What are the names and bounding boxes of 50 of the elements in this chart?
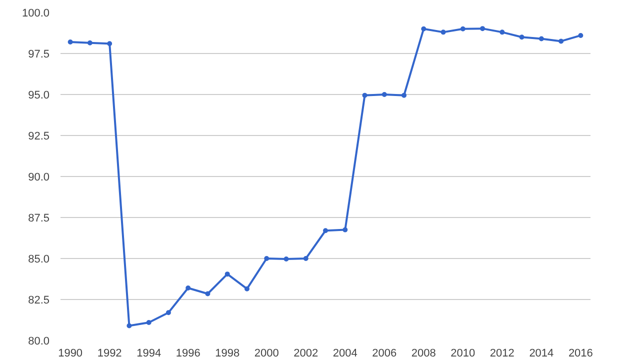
point	[519, 34, 524, 40]
point	[68, 40, 73, 45]
x-tick-label: 1994	[136, 348, 162, 360]
point	[205, 291, 210, 296]
y-tick-label: 90.0	[28, 172, 50, 184]
point	[107, 41, 112, 46]
y-tick-label: 95.0	[28, 90, 50, 102]
point	[284, 256, 289, 262]
point	[402, 92, 407, 98]
y-tick-label: 97.5	[28, 48, 50, 60]
x-tick-label: 2004	[332, 348, 358, 360]
y-tick-label: 85.0	[28, 254, 50, 266]
point	[382, 92, 387, 97]
y-tick-label: 100.0	[22, 8, 50, 20]
x-tick-label: 1998	[215, 348, 240, 360]
x-tick-label: 2014	[529, 348, 554, 360]
x-tick-label: 2002	[294, 348, 318, 360]
point	[323, 228, 328, 234]
x-tick-label: 2006	[372, 348, 397, 360]
x-tick-label: 1996	[176, 348, 200, 360]
point	[126, 323, 132, 328]
point	[362, 92, 368, 98]
x-tick-label: 2008	[411, 348, 436, 360]
y-tick-label: 92.5	[28, 130, 50, 142]
y-tick-label: 80.0	[28, 336, 50, 348]
point	[264, 256, 270, 261]
point	[460, 26, 466, 32]
point	[558, 38, 564, 44]
point	[500, 30, 505, 35]
point	[480, 26, 486, 32]
point	[421, 26, 426, 32]
x-tick-label: 1992	[97, 348, 122, 360]
x-tick-label: 2000	[254, 348, 279, 360]
x-tick-label: 2016	[568, 348, 593, 360]
x-tick-label: 2010	[450, 348, 476, 360]
point	[342, 227, 348, 232]
point	[166, 310, 171, 316]
point	[186, 286, 191, 291]
point	[87, 40, 92, 46]
y-tick-label: 82.5	[28, 294, 50, 306]
point	[578, 32, 584, 38]
point	[244, 286, 250, 292]
point	[224, 272, 230, 277]
point	[440, 30, 446, 35]
x-tick-label: 1990	[58, 348, 83, 360]
x-tick-label: 2012	[490, 348, 514, 360]
point	[538, 36, 544, 42]
point	[303, 256, 308, 261]
point	[146, 320, 152, 325]
y-tick-label: 87.5	[28, 212, 50, 224]
